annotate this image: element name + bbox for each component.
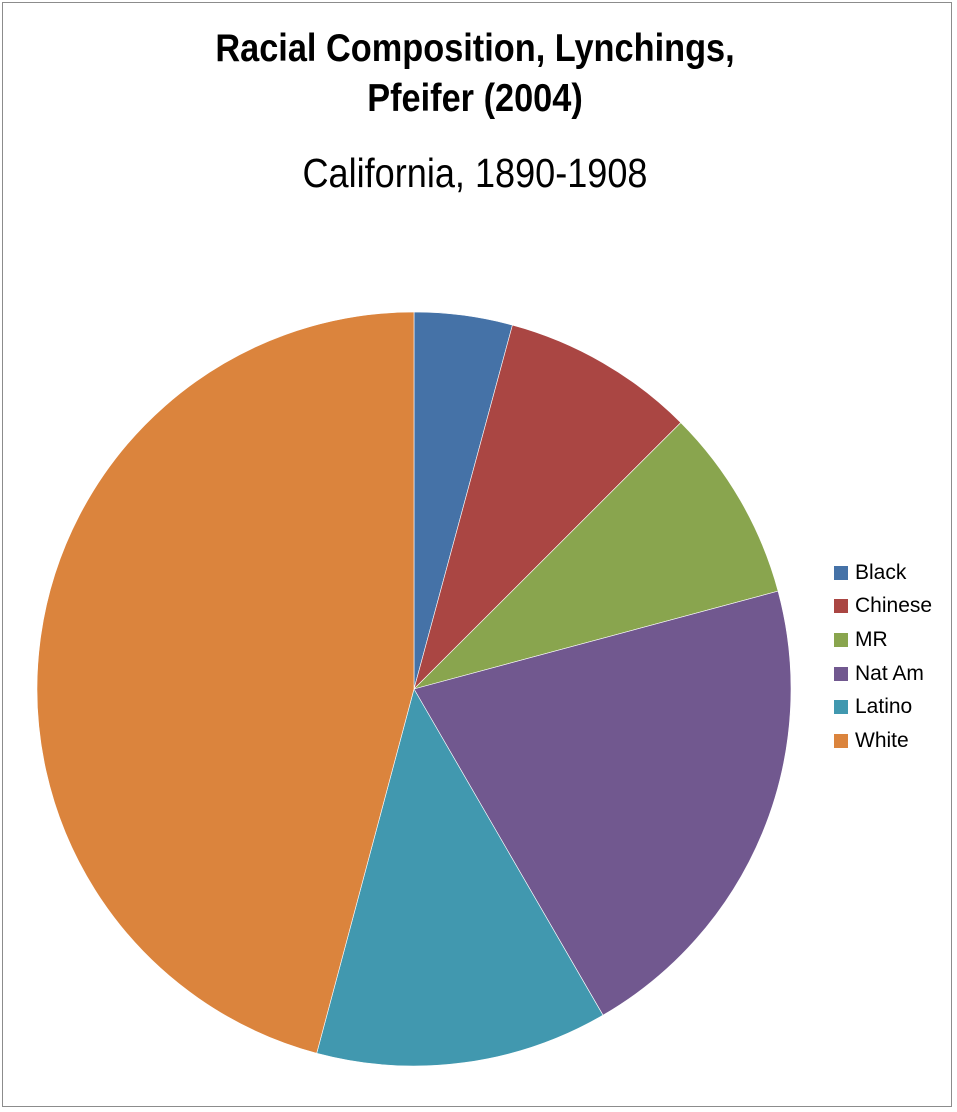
legend-label-black: Black	[855, 560, 907, 584]
legend-label-latino: Latino	[855, 695, 913, 719]
legend-swatch-latino	[834, 700, 848, 715]
legend-label-chinese: Chinese	[855, 594, 933, 618]
pie-slice-latino	[316, 688, 604, 1067]
pie-slice-chinese	[413, 324, 682, 691]
chart-title-line-2: Pfeifer (2004)	[367, 77, 583, 120]
legend-item-latino: Latino	[834, 690, 932, 724]
legend-label-white: White	[855, 728, 909, 752]
legend-swatch-nat-am	[834, 666, 848, 681]
chart-legend: Black Chinese MR Nat Am Latino White	[834, 556, 932, 758]
legend-swatch-white	[834, 733, 848, 748]
chart-subtitle: California, 1890-1908	[302, 150, 648, 196]
pie-slice-mr	[412, 422, 779, 690]
legend-item-chinese: Chinese	[834, 590, 932, 624]
legend-item-mr: MR	[834, 623, 932, 657]
pie-slice-white	[36, 311, 415, 1054]
legend-item-white: White	[834, 724, 932, 758]
legend-item-black: Black	[834, 556, 932, 590]
legend-label-mr: MR	[855, 627, 888, 651]
legend-swatch-black	[834, 565, 848, 580]
legend-label-nat-am: Nat Am	[855, 661, 924, 685]
legend-item-nat-am: Nat Am	[834, 657, 932, 691]
chart-title-line-1: Racial Composition, Lynchings,	[215, 27, 735, 70]
legend-swatch-chinese	[834, 599, 848, 614]
pie-slice-nat-am	[413, 590, 792, 1016]
chart-title: Racial Composition, Lynchings, Pfeifer (…	[57, 24, 893, 124]
legend-swatch-mr	[834, 632, 848, 647]
